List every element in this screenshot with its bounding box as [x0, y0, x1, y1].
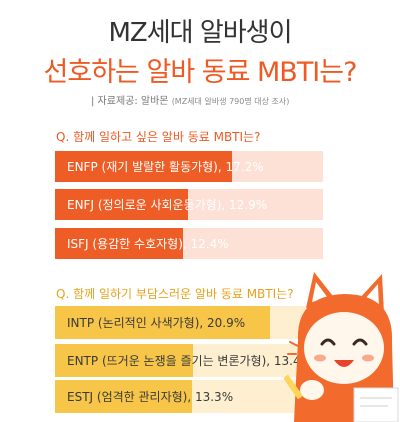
title-line-1: MZ세대 알바생이 — [108, 18, 292, 48]
bar-label: ISFJ (용감한 수호자형), 12.4% — [67, 237, 229, 251]
bar — [55, 344, 193, 377]
question-burden: Q. 함께 일하기 부담스러운 알바 동료 MBTI는? — [56, 287, 294, 301]
source-note: (MZ세대 알바생 790명 대상 조사) — [171, 97, 290, 106]
bar — [55, 151, 232, 182]
bar-track: ENTP (뜨거운 논쟁을 즐기는 변론가형), 13.4% — [55, 344, 323, 377]
source-credit: | 자료제공: 알바몬 (MZ세대 알바생 790명 대상 조사) — [91, 92, 289, 107]
bar — [55, 380, 192, 413]
bar-track: ISFJ (용감한 수호자형), 12.4% — [55, 228, 323, 259]
bar-label: ESTJ (엄격한 관리자형), 13.3% — [67, 390, 234, 404]
bar-label: ENTP (뜨거운 논쟁을 즐기는 변론가형), 13.4% — [67, 354, 313, 368]
bar — [55, 306, 270, 339]
question-prefer: Q. 함께 일하고 싶은 알바 동료 MBTI는? — [56, 130, 261, 144]
bar-track: ENFP (재기 발랄한 활동가형), 17.2% — [55, 151, 323, 182]
bar-track: INTP (논리적인 사색가형), 20.9% — [55, 306, 323, 339]
bar — [55, 189, 188, 220]
bar-label: INTP (논리적인 사색가형), 20.9% — [67, 316, 246, 330]
bar-track: ENFJ (정의로운 사회운동가형), 12.9% — [55, 189, 323, 220]
bar-track: ESTJ (엄격한 관리자형), 13.3% — [55, 380, 323, 413]
bar-label: ENFJ (정의로운 사회운동가형), 12.9% — [67, 198, 268, 212]
bar-label: ENFP (재기 발랄한 활동가형), 17.2% — [67, 160, 264, 174]
bar — [55, 228, 183, 259]
title-line-2: 선호하는 알바 동료 MBTI는? — [43, 57, 358, 88]
mascot-fox-illustration — [284, 272, 399, 422]
source-label: | 자료제공: 알바몬 — [91, 96, 169, 107]
